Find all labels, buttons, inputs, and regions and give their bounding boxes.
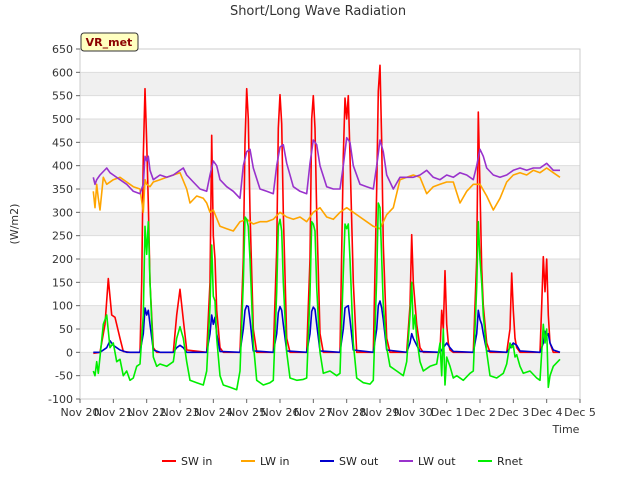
x-tick-label: Nov 26 <box>261 406 300 419</box>
x-tick-label: Nov 25 <box>227 406 266 419</box>
plot-band <box>80 305 580 329</box>
site-badge-box <box>80 32 139 52</box>
legend-label-rnet: Rnet <box>497 455 523 468</box>
x-tick-label: Nov 28 <box>327 406 366 419</box>
y-tick-label: -100 <box>48 393 73 406</box>
x-tick-label: Dec 1 <box>431 406 463 419</box>
x-tick-label: Nov 30 <box>394 406 433 419</box>
y-tick-label: 0 <box>66 346 73 359</box>
plot-band <box>80 212 580 236</box>
x-tick-label: Dec 3 <box>497 406 529 419</box>
x-tick-label: Dec 2 <box>464 406 496 419</box>
site-badge-label: VR_met <box>86 36 133 49</box>
y-tick-label: 350 <box>52 183 73 196</box>
y-tick-label: 200 <box>52 253 73 266</box>
y-tick-label: 100 <box>52 300 73 313</box>
y-tick-label: 300 <box>52 206 73 219</box>
x-tick-label: Nov 21 <box>94 406 133 419</box>
series-line-sw-out <box>93 300 561 354</box>
site-badge: VR_met <box>80 32 139 52</box>
chart-title: Short/Long Wave Radiation <box>230 4 406 19</box>
y-tick-label: -50 <box>55 370 73 383</box>
plot-band <box>80 72 580 96</box>
plot-band <box>80 259 580 283</box>
plot-band <box>80 352 580 376</box>
y-tick-label: 500 <box>52 113 73 126</box>
plot-background-bands <box>80 72 580 376</box>
x-tick-label: Nov 24 <box>194 406 233 419</box>
y-tick-label: 650 <box>52 43 73 56</box>
plot-band <box>80 165 580 189</box>
y-tick-label: 250 <box>52 230 73 243</box>
plot-frame <box>79 48 581 400</box>
legend-label-lw-out: LW out <box>418 455 456 468</box>
x-tick-label: Nov 22 <box>127 406 166 419</box>
x-axis-label: Time <box>552 423 580 436</box>
series-line-lw-out <box>92 136 560 200</box>
series-line-lw-in <box>92 167 561 232</box>
y-tick-label: 150 <box>52 276 73 289</box>
legend-label-sw-out: SW out <box>339 455 379 468</box>
legend-label-lw-in: LW in <box>260 455 290 468</box>
series-layer <box>92 64 561 391</box>
y-tick-label: 600 <box>52 66 73 79</box>
x-tick-label: Dec 5 <box>564 406 596 419</box>
chart-legend: SW in LW in SW out LW out Rnet <box>162 455 523 468</box>
y-tick-label: 550 <box>52 90 73 103</box>
x-tick-label: Nov 23 <box>161 406 200 419</box>
y-tick-label: 400 <box>52 160 73 173</box>
x-tick-label: Nov 27 <box>294 406 333 419</box>
series-line-rnet <box>92 202 561 391</box>
plot-band <box>80 119 580 143</box>
legend-label-sw-in: SW in <box>181 455 212 468</box>
y-axis-label: (W/m2) <box>8 204 21 245</box>
x-tick-label: Nov 20 <box>61 406 100 419</box>
y-tick-label: 450 <box>52 136 73 149</box>
x-tick-label: Dec 4 <box>531 406 563 419</box>
y-tick-label: 50 <box>59 323 73 336</box>
series-line-sw-in <box>93 64 560 355</box>
x-tick-label: Nov 29 <box>361 406 400 419</box>
y-axis-ticks: -100 -50 0 50 100 150 200 250 300 350 400 450 500 550… <box>48 43 80 406</box>
